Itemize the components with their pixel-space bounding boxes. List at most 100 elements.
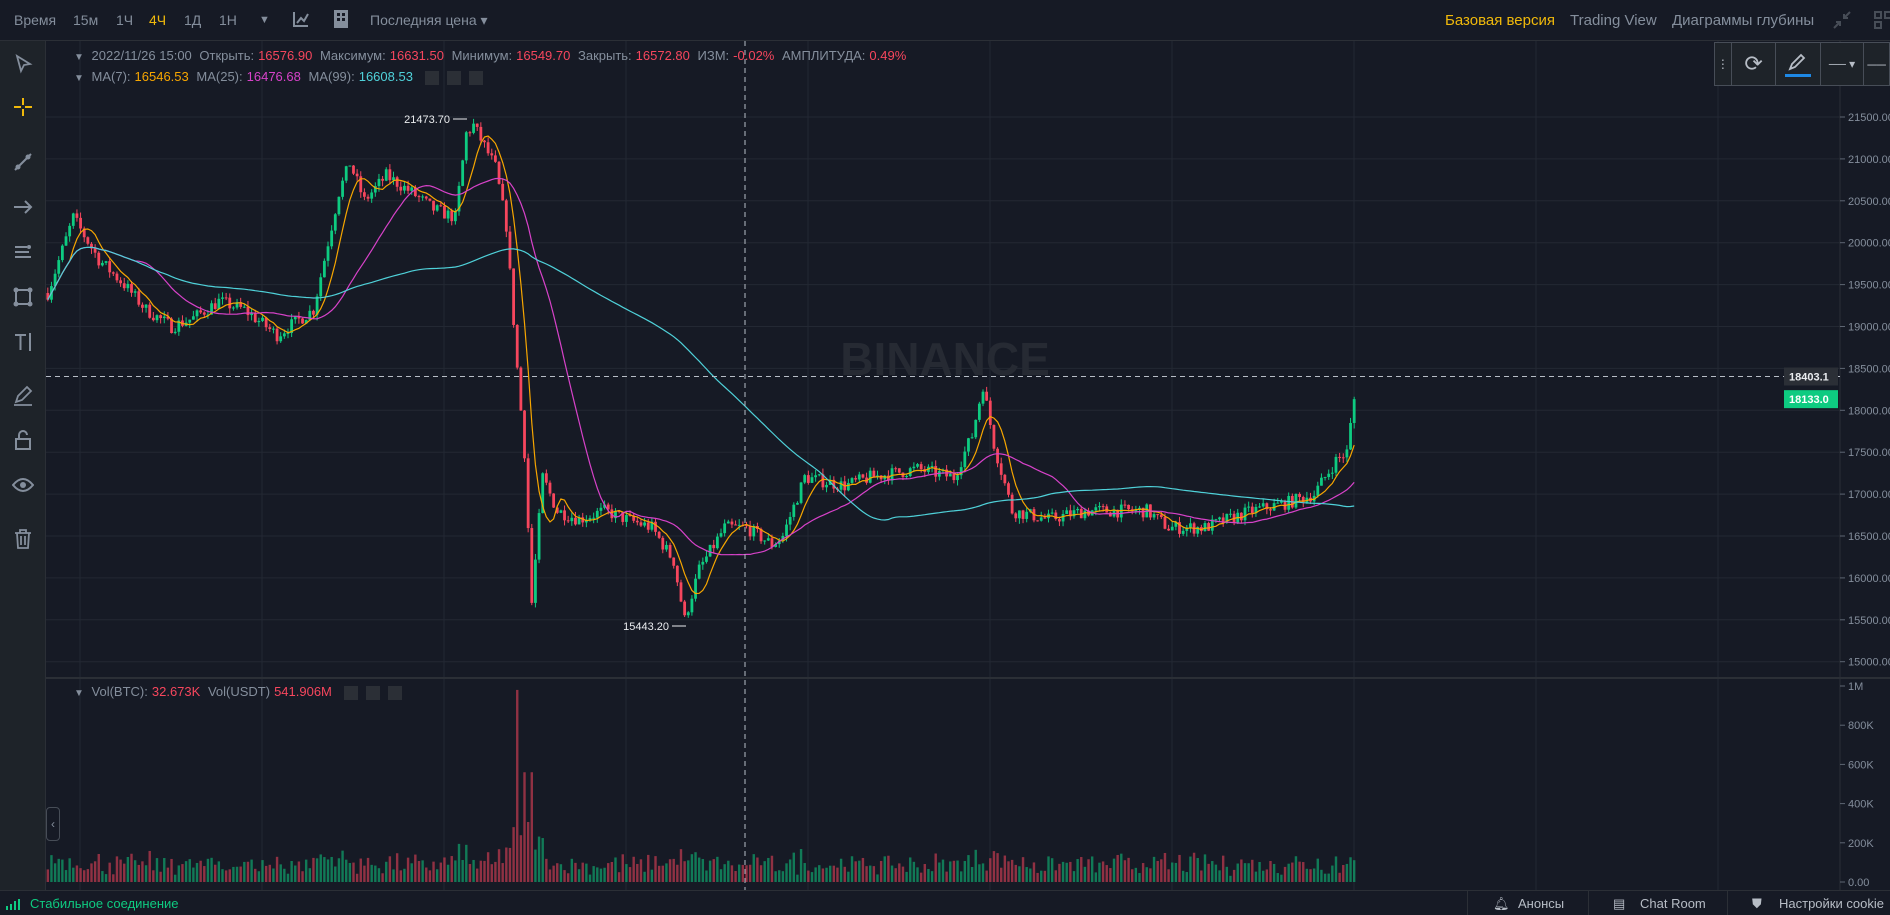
- line-style-dropdown[interactable]: ── ▾: [1821, 43, 1865, 85]
- candle: [1207, 523, 1211, 531]
- volume-bar: [821, 868, 825, 882]
- volume-bar: [970, 866, 974, 882]
- hide-vol-icon[interactable]: [343, 685, 358, 700]
- crosshair-icon[interactable]: [8, 92, 38, 122]
- candle: [148, 304, 152, 318]
- vol-settings-icon[interactable]: [365, 685, 380, 700]
- candle: [650, 521, 654, 530]
- candle: [908, 468, 912, 476]
- candle: [988, 400, 992, 426]
- text-icon[interactable]: [8, 327, 38, 357]
- indicators-icon[interactable]: [291, 9, 311, 32]
- candle: [934, 465, 938, 477]
- candle: [1068, 510, 1072, 517]
- interval-1w[interactable]: 1Н: [219, 12, 237, 28]
- volume-bar: [1152, 856, 1156, 882]
- volume-bar: [115, 856, 119, 882]
- collapse-vol-icon[interactable]: ▼: [74, 688, 84, 699]
- volume-bar: [952, 860, 956, 882]
- drag-handle-icon[interactable]: ⋮: [1715, 43, 1732, 85]
- shield-icon[interactable]: ⛊: [1752, 896, 1762, 911]
- volume-bar: [1280, 874, 1283, 882]
- candle: [1014, 513, 1018, 519]
- interval-4h[interactable]: 4Ч: [149, 12, 167, 28]
- interval-1d[interactable]: 1Д: [184, 12, 202, 28]
- candle: [526, 458, 530, 529]
- grid-icon[interactable]: [1874, 10, 1890, 33]
- trendline-icon[interactable]: [8, 147, 38, 177]
- remove-vol-icon[interactable]: [387, 685, 402, 700]
- candle: [1301, 496, 1305, 503]
- candle: [1254, 506, 1258, 514]
- volume-bar: [272, 868, 275, 882]
- collapse-left-button[interactable]: ‹: [46, 807, 60, 841]
- vol-btc-value: 32.673K: [151, 684, 201, 699]
- candle: [661, 537, 665, 550]
- fibonacci-icon[interactable]: [8, 237, 38, 267]
- volume-bar: [628, 867, 632, 882]
- candle: [1298, 493, 1301, 497]
- remove-ma-icon[interactable]: [468, 70, 483, 85]
- price-type-dropdown[interactable]: Последняя цена ▾: [370, 12, 488, 28]
- eye-icon[interactable]: [8, 470, 38, 500]
- announcements-link[interactable]: Анонсы: [1518, 896, 1565, 911]
- refresh-icon[interactable]: ⟳: [1732, 43, 1777, 85]
- view-depth[interactable]: Диаграммы глубины: [1672, 12, 1815, 29]
- candle: [275, 328, 279, 342]
- candle: [639, 522, 643, 526]
- volume-bar: [352, 862, 355, 882]
- candle: [570, 517, 574, 522]
- candle: [250, 313, 253, 316]
- volume-bar: [479, 860, 483, 882]
- interval-15m[interactable]: 15м: [73, 12, 99, 28]
- candle: [919, 464, 923, 470]
- candle: [977, 403, 981, 420]
- price-tick-label: 20500.00: [1848, 196, 1890, 208]
- candle: [701, 561, 705, 565]
- line-width-dropdown[interactable]: ──: [1867, 56, 1886, 72]
- volume-bar: [184, 861, 188, 882]
- view-tradingview[interactable]: Trading View: [1570, 12, 1657, 29]
- candle: [1076, 508, 1080, 511]
- volume-bar: [839, 858, 843, 882]
- layout-icon[interactable]: [333, 9, 349, 32]
- more-intervals-dropdown-icon[interactable]: ▼: [259, 14, 270, 26]
- volume-bar: [381, 873, 384, 882]
- candle: [79, 217, 82, 229]
- candle: [479, 126, 483, 141]
- ma-settings-icon[interactable]: [446, 70, 461, 85]
- candle: [1159, 514, 1163, 518]
- candle: [388, 169, 392, 181]
- edit-icon[interactable]: [8, 380, 38, 410]
- shape-icon[interactable]: [8, 282, 38, 312]
- price-tick-label: 17000.00: [1848, 489, 1890, 501]
- bell-icon[interactable]: 🔔︎: [1493, 896, 1510, 911]
- volume-bar: [1294, 856, 1298, 882]
- candle: [887, 475, 890, 481]
- connection-status: Стабильное соединение: [30, 896, 179, 911]
- volume-bar: [1069, 861, 1072, 882]
- pencil-color-icon[interactable]: [1776, 43, 1821, 85]
- candle: [308, 310, 312, 321]
- arrow-icon[interactable]: [8, 192, 38, 222]
- candle: [814, 475, 818, 478]
- cursor-icon[interactable]: [8, 49, 38, 79]
- collapse-legend-icon[interactable]: ▼: [74, 52, 84, 63]
- lock-icon[interactable]: [8, 425, 38, 455]
- chat-icon[interactable]: ▤: [1613, 896, 1626, 911]
- volume-bar: [1109, 868, 1112, 882]
- volume-bar: [199, 860, 202, 882]
- trash-icon[interactable]: [8, 524, 38, 554]
- volume-bar: [545, 858, 548, 882]
- candle: [1043, 517, 1047, 519]
- volume-bar: [348, 863, 352, 882]
- cookie-settings-link[interactable]: Настройки cookie: [1779, 896, 1884, 911]
- candle: [606, 504, 610, 510]
- hide-ma-icon[interactable]: [424, 70, 439, 85]
- collapse-icon[interactable]: [1832, 10, 1852, 33]
- view-basic[interactable]: Базовая версия: [1445, 12, 1555, 29]
- chat-room-link[interactable]: Chat Room: [1640, 896, 1706, 911]
- interval-1h[interactable]: 1Ч: [116, 12, 134, 28]
- collapse-ma-icon[interactable]: ▼: [74, 73, 84, 84]
